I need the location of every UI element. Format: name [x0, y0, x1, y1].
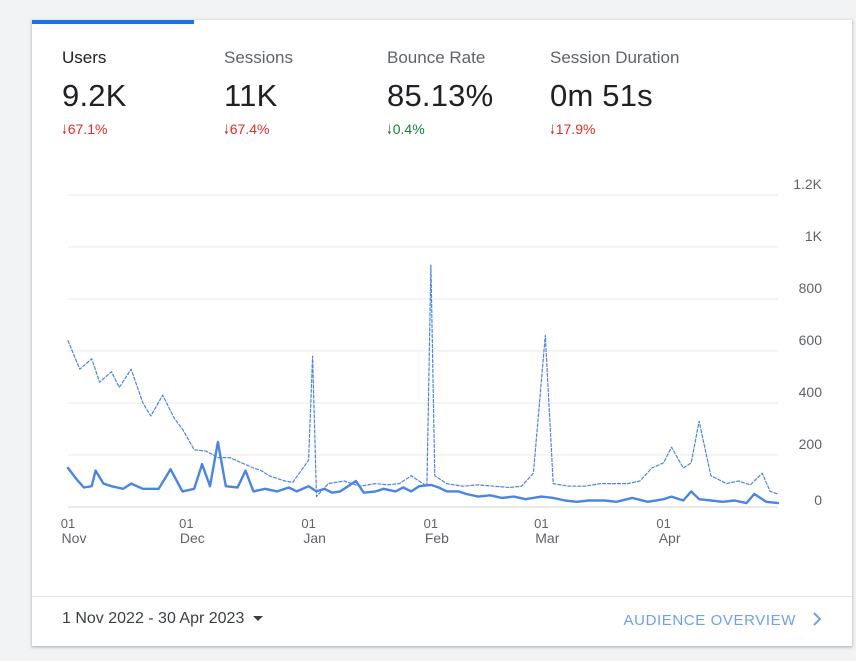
x-tick-day-label: 01	[534, 516, 548, 531]
x-tick-month-label: Nov	[62, 530, 87, 546]
metric-value: 0m 51s	[550, 78, 653, 113]
metric-change: 🠓0.4%	[387, 121, 425, 143]
metric-label: Sessions	[224, 48, 293, 67]
x-tick-day-label: 01	[301, 516, 315, 531]
arrow-down-icon: 🠓	[224, 122, 229, 137]
line-chart: 02004006008001K1.2K01Nov01Dec01Jan01Feb0…	[61, 176, 823, 546]
metric-tab-bounce-rate[interactable]: Bounce Rate 85.13% 🠓0.4%	[387, 48, 493, 137]
chevron-right-icon	[812, 611, 822, 631]
arrow-down-icon: 🠓	[387, 122, 392, 137]
y-tick-label: 400	[799, 384, 823, 400]
x-tick-month-label: Apr	[659, 530, 681, 546]
caret-down-icon	[253, 616, 264, 622]
footer-divider	[32, 596, 852, 597]
x-tick-month-label: Feb	[425, 530, 449, 546]
audience-overview-label: AUDIENCE OVERVIEW	[623, 612, 796, 629]
arrow-down-icon: 🠓	[62, 122, 67, 137]
metric-tab-users[interactable]: Users 9.2K 🠓67.1%	[62, 48, 126, 137]
metric-change: 🠓67.4%	[224, 121, 269, 143]
metric-label: Bounce Rate	[387, 48, 486, 67]
y-tick-label: 200	[799, 436, 823, 452]
date-range-label: 1 Nov 2022 - 30 Apr 2023	[62, 610, 245, 627]
x-tick-month-label: Jan	[303, 530, 326, 546]
x-tick-month-label: Mar	[535, 530, 559, 546]
metric-tab-sessions[interactable]: Sessions 11K 🠓67.4%	[224, 48, 293, 137]
audience-overview-card: Users 9.2K 🠓67.1% Sessions 11K 🠓67.4% Bo…	[32, 20, 852, 646]
metric-change: 🠓67.1%	[62, 121, 107, 143]
metric-value: 85.13%	[387, 78, 494, 113]
metric-value: 11K	[224, 78, 278, 113]
y-tick-label: 800	[799, 280, 823, 296]
metric-label: Session Duration	[550, 48, 680, 67]
metric-tab-session-duration[interactable]: Session Duration 0m 51s 🠓17.9%	[550, 48, 680, 137]
metric-change-value: 67.4%	[229, 121, 270, 137]
metric-change-value: 17.9%	[555, 121, 596, 137]
x-tick-month-label: Dec	[180, 530, 205, 546]
arrow-down-icon: 🠓	[550, 122, 555, 137]
audience-overview-link[interactable]: AUDIENCE OVERVIEW	[624, 611, 822, 631]
x-tick-day-label: 01	[61, 516, 75, 531]
x-tick-day-label: 01	[656, 516, 670, 531]
y-tick-label: 0	[814, 492, 822, 508]
series-line-dashed	[67, 264, 779, 498]
series-line-solid	[66, 440, 780, 505]
x-tick-day-label: 01	[179, 516, 193, 531]
metric-change: 🠓17.9%	[550, 121, 595, 143]
metric-label: Users	[62, 48, 107, 67]
x-tick-day-label: 01	[424, 516, 438, 531]
metric-value: 9.2K	[62, 78, 127, 113]
y-tick-label: 600	[799, 332, 823, 348]
date-range-selector[interactable]: 1 Nov 2022 - 30 Apr 2023	[62, 610, 264, 628]
active-tab-indicator	[32, 20, 194, 24]
metric-change-value: 67.1%	[67, 121, 108, 137]
y-tick-label: 1K	[805, 228, 823, 244]
y-tick-label: 1.2K	[793, 176, 822, 192]
metric-change-value: 0.4%	[392, 121, 425, 137]
